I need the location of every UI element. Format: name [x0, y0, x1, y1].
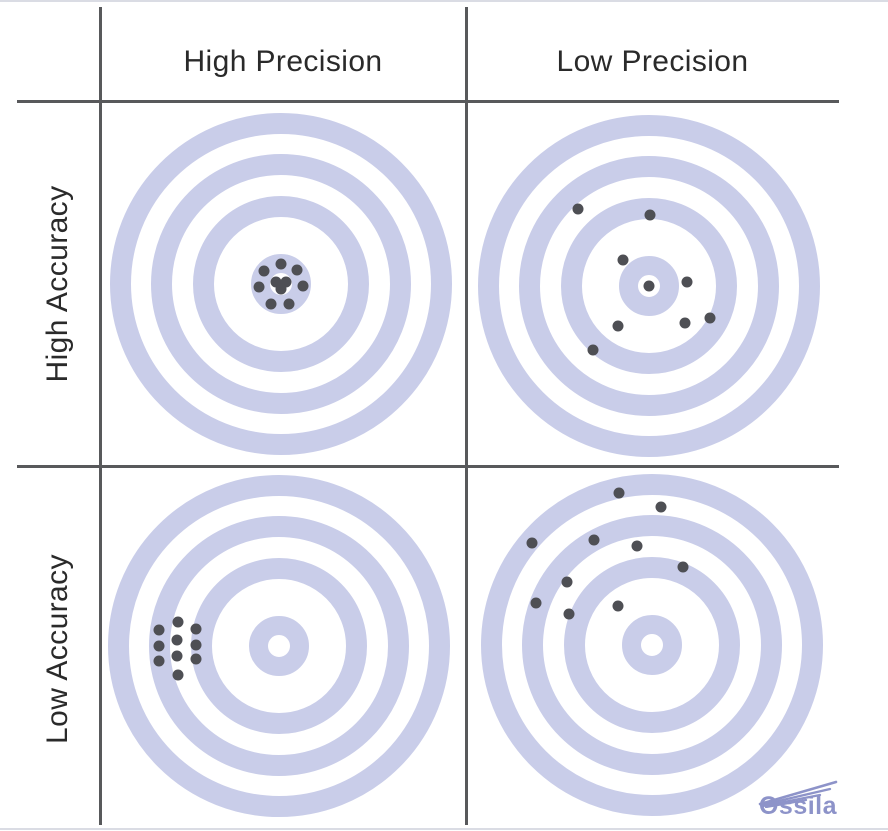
target-ring [193, 196, 369, 372]
target-ring [481, 474, 823, 816]
shot-dot [172, 616, 184, 628]
shot-dot [153, 624, 165, 636]
shot-dot [153, 640, 165, 652]
shot-dot [190, 623, 202, 635]
shot-dot [275, 283, 287, 295]
shot-dot [190, 653, 202, 665]
shot-dot [258, 265, 270, 277]
shot-dot [561, 576, 573, 588]
shot-dot [283, 298, 295, 310]
ossila-logo-text: Ossila [758, 792, 838, 820]
target-low-accuracy-high-precision [108, 475, 450, 817]
shot-dot [644, 209, 656, 221]
shot-dot [643, 280, 655, 292]
shot-dot [526, 537, 538, 549]
grid-vertical-line-middle [465, 7, 468, 825]
shot-dot [265, 298, 277, 310]
bottom-divider-line [0, 828, 888, 830]
shot-dot [153, 655, 165, 667]
shot-dot [530, 597, 542, 609]
target-high-accuracy-high-precision [110, 113, 452, 455]
target-center-ring [622, 615, 682, 675]
target-ring [108, 475, 450, 817]
shot-dot [613, 487, 625, 499]
grid-horizontal-line-top [17, 100, 839, 103]
shot-dot [190, 639, 202, 651]
shot-dot [612, 320, 624, 332]
top-divider-line [0, 0, 888, 2]
shot-dot [563, 608, 575, 620]
target-ring [561, 198, 737, 374]
target-ring [478, 115, 820, 457]
shot-dot [572, 203, 584, 215]
target-low-accuracy-low-precision [481, 474, 823, 816]
target-center-ring [249, 616, 309, 676]
shot-dot [677, 561, 689, 573]
shot-dot [617, 254, 629, 266]
row-header-high-accuracy-label: High Accuracy [41, 185, 74, 383]
shot-dot [704, 312, 716, 324]
shot-dot [291, 264, 303, 276]
target-center-ring [619, 256, 679, 316]
target-high-accuracy-low-precision [478, 115, 820, 457]
target-ring [110, 113, 452, 455]
shot-dot [655, 501, 667, 513]
shot-dot [297, 280, 309, 292]
target-ring [519, 156, 779, 416]
shot-dot [612, 600, 624, 612]
target-ring [564, 557, 740, 733]
shot-dot [171, 634, 183, 646]
shot-dot [253, 281, 265, 293]
grid-horizontal-line-middle [17, 465, 839, 468]
ossila-logo: Ossila [752, 778, 844, 824]
shot-dot [681, 276, 693, 288]
target-ring [522, 515, 782, 775]
shot-dot [631, 540, 643, 552]
shot-dot [587, 344, 599, 356]
shot-dot [275, 258, 287, 270]
target-ring [151, 154, 411, 414]
target-ring [191, 558, 367, 734]
shot-dot [172, 669, 184, 681]
column-header-high-precision: High Precision [183, 45, 383, 78]
shot-dot [588, 534, 600, 546]
shot-dot [171, 650, 183, 662]
shot-dot [679, 317, 691, 329]
column-header-low-precision: Low Precision [556, 45, 749, 78]
grid-vertical-line-left [99, 7, 102, 825]
ossila-wing-icon [758, 780, 838, 808]
row-header-low-accuracy-label: Low Accuracy [41, 554, 74, 744]
